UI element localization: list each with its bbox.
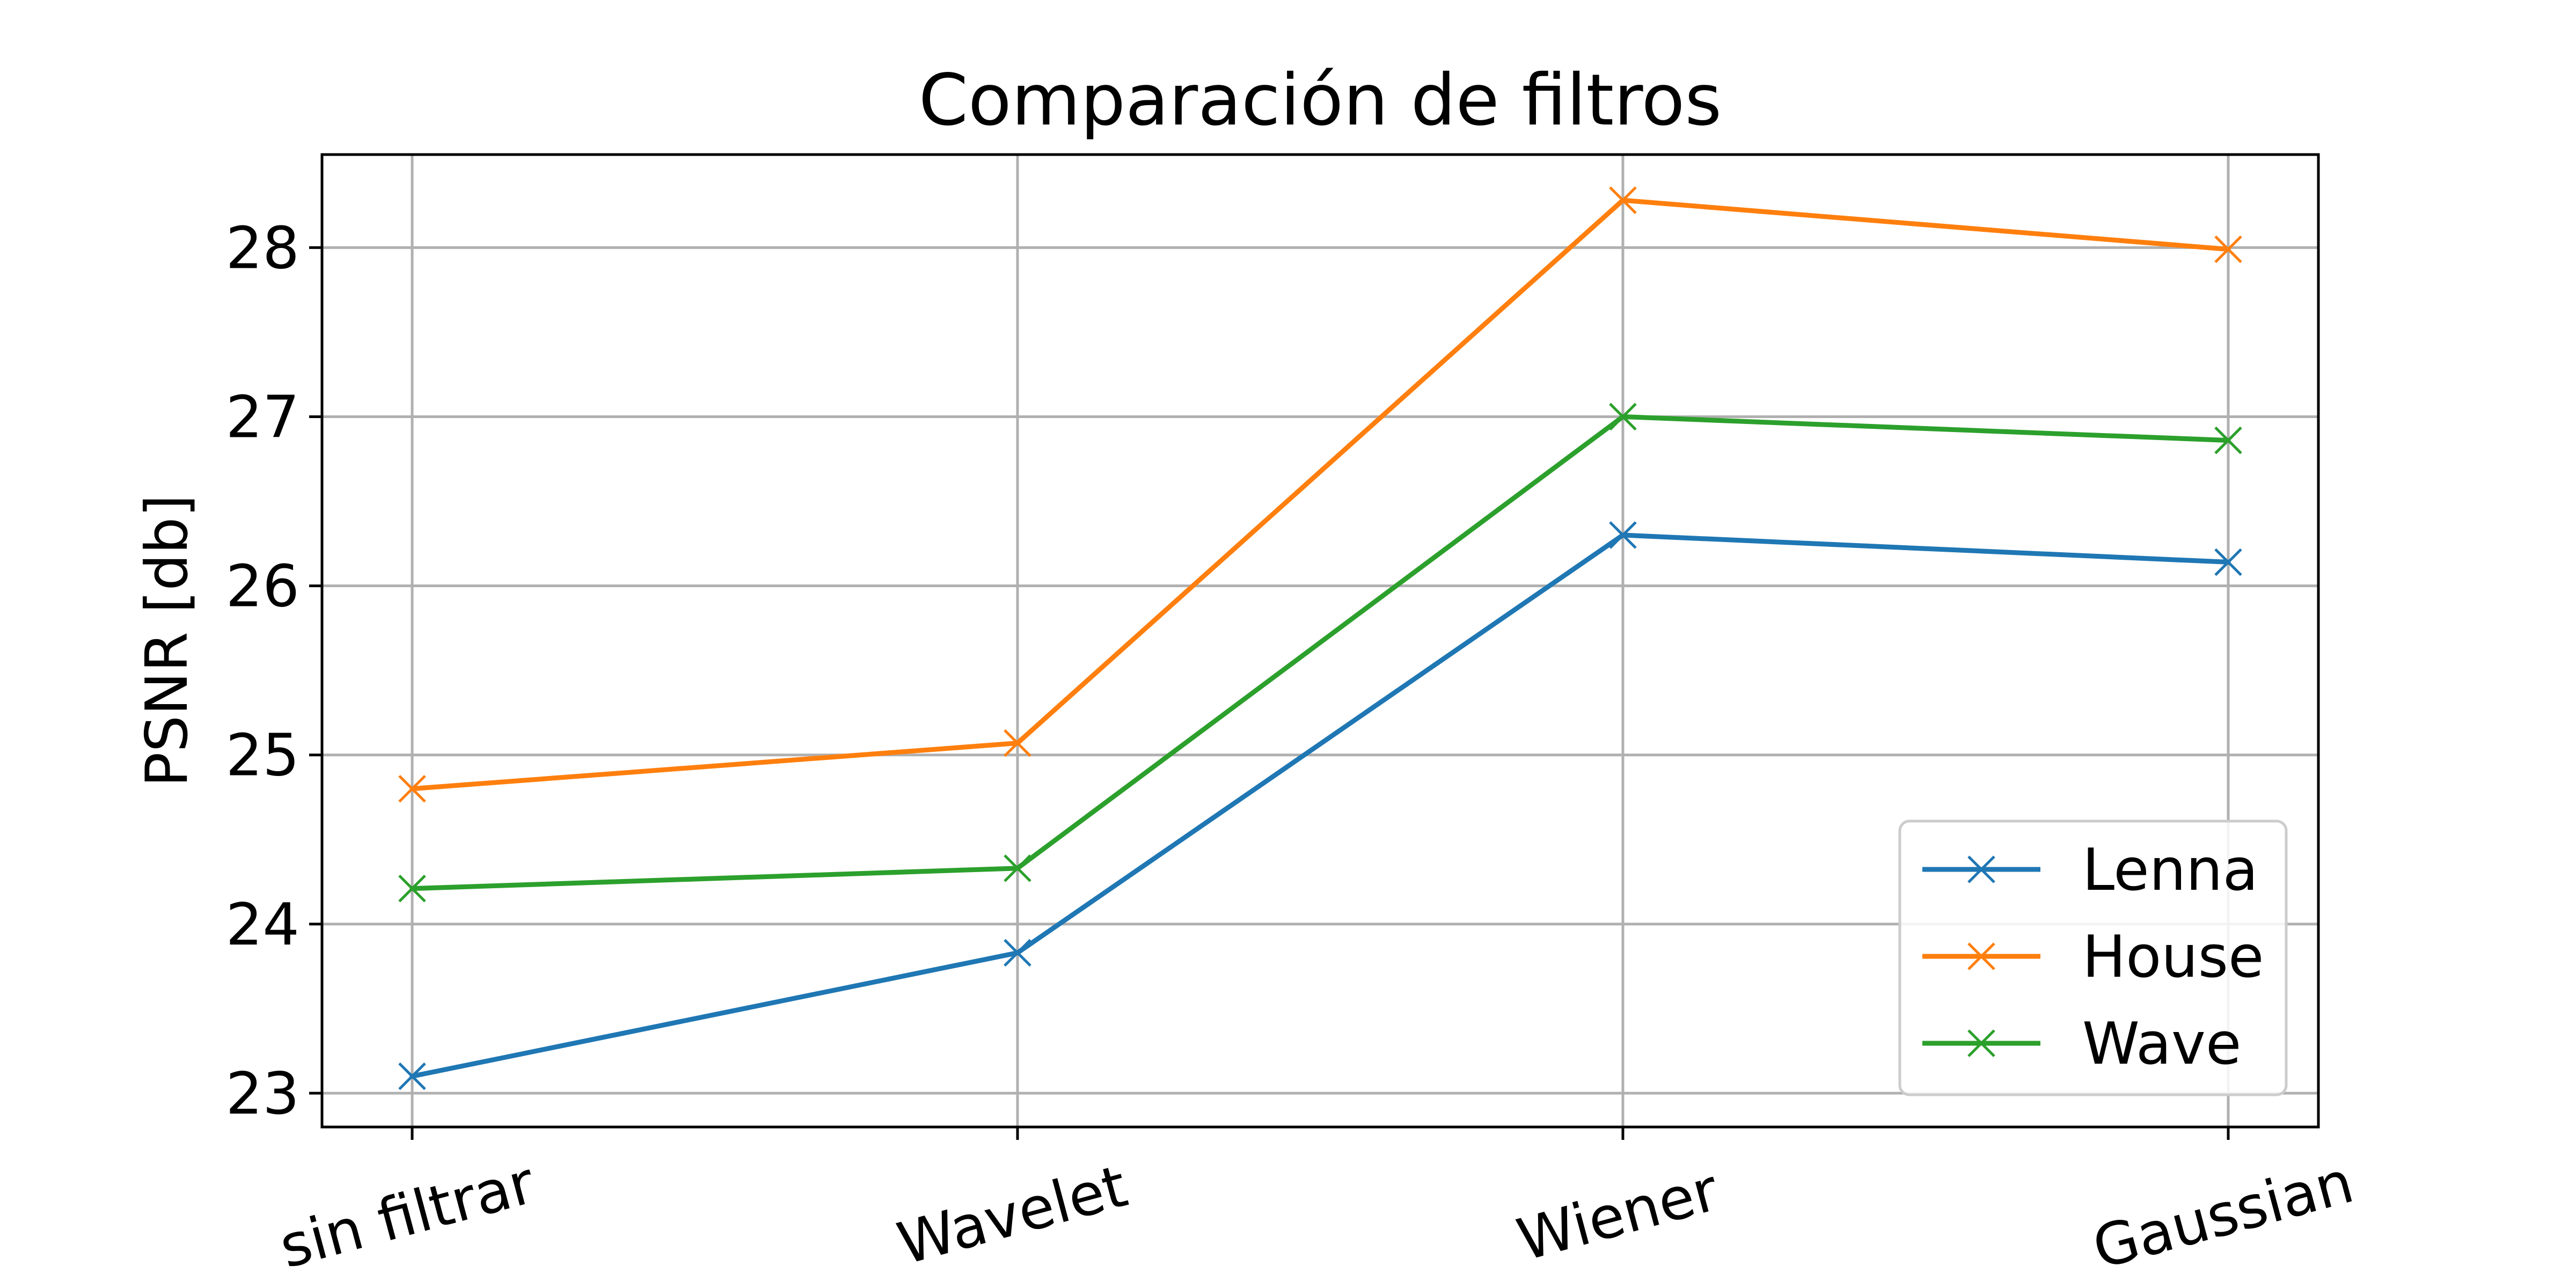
legend-label: House: [2082, 924, 2264, 991]
y-tick-label: 28: [226, 215, 299, 282]
data-point: [2214, 548, 2242, 576]
legend-marker: [1967, 1029, 1995, 1057]
legend-item-lenna: Lenna: [1922, 837, 2258, 904]
tick-layer: 23 24 25 26 27 28 sin filtrar Wavelet Wiener Gaus…: [226, 215, 2360, 1282]
data-point: [1004, 729, 1031, 757]
data-point: [2214, 235, 2242, 264]
series-lenna: [398, 521, 2242, 1091]
series-line: [409, 414, 2231, 891]
y-tick-label: 24: [226, 891, 299, 958]
series-house: [398, 186, 2242, 803]
x-tick-label: Wiener: [1511, 1157, 1725, 1274]
legend-label: Wave: [2082, 1011, 2241, 1078]
series-line: [409, 532, 2231, 1079]
y-tick-label: 23: [226, 1060, 299, 1128]
data-point: [1004, 939, 1031, 967]
legend-box: [1898, 819, 2288, 1096]
chart-title: Comparación de filtros: [919, 59, 1722, 142]
y-axis-label: PSNR [db]: [134, 494, 201, 787]
data-point: [1609, 186, 1637, 214]
y-tick-label: 26: [226, 553, 299, 620]
x-tick-label: sin filtrar: [273, 1150, 541, 1282]
data-point: [1004, 854, 1031, 882]
legend-marker: [1967, 855, 1995, 883]
plot-frame: [320, 153, 2320, 1129]
x-tick-label: Gaussian: [2086, 1148, 2360, 1282]
legend-item-wave: Wave: [1922, 1011, 2241, 1078]
series-wave: [398, 402, 2242, 903]
series-line: [409, 197, 2231, 792]
x-tick-label: Wavelet: [891, 1153, 1134, 1278]
data-point: [1609, 402, 1637, 431]
y-tick-label: 27: [226, 384, 299, 451]
data-point: [398, 1062, 426, 1091]
legend-item-house: House: [1922, 924, 2264, 991]
series-layer: [398, 186, 2242, 1091]
y-tick-label: 25: [226, 722, 299, 789]
data-point: [398, 774, 426, 803]
legend: Lenna House Wave: [1898, 819, 2288, 1096]
legend-marker: [1967, 942, 1995, 970]
legend-label: Lenna: [2082, 837, 2258, 904]
data-point: [2214, 426, 2242, 455]
data-point: [1609, 521, 1637, 549]
data-point: [398, 874, 426, 903]
